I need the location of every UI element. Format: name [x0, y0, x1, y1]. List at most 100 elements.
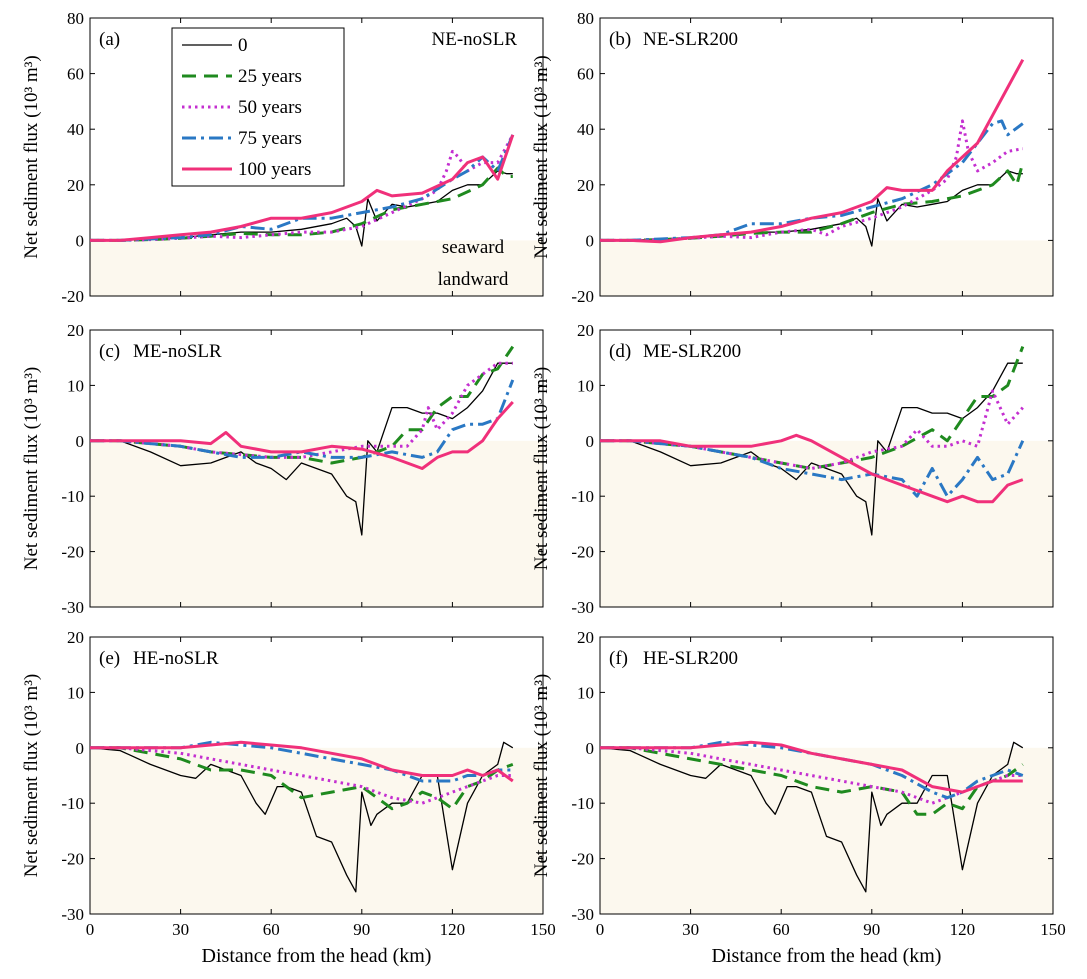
y-tick-label: 20	[577, 321, 594, 340]
x-tick-label: 120	[950, 920, 976, 939]
legend-box	[171, 27, 345, 187]
panel-title: ME-SLR200	[643, 341, 741, 362]
y-tick-label: -10	[61, 794, 84, 813]
chart-panel-5: 0 30 60 90 120 150 -30 -20 -10 0 10 20 (e) HE-noSLR Ne…	[21, 628, 556, 967]
y-tick-label: -20	[571, 543, 594, 562]
landward-region	[600, 240, 1053, 296]
y-tick-label: 40	[67, 120, 84, 139]
series-line-100-years	[90, 134, 515, 242]
series-line-25-years	[600, 162, 1025, 242]
series-line-75-years	[90, 134, 515, 242]
chart-panel-1: -20 0 20 40 60 80 (a) NE-noSLR Net sediment flux…	[21, 9, 544, 306]
chart-panel-6: 0 30 60 90 120 150 -30 -20 -10 0 10 20 (f) HE-SLR200 N…	[531, 628, 1066, 967]
landward-label: landward	[438, 269, 509, 290]
x-axis-label: Distance from the head (km)	[712, 945, 942, 967]
series-line-25-years	[90, 166, 513, 242]
x-tick-label: 120	[440, 920, 466, 939]
y-axis-label: Net sediment flux (10³ m³)	[21, 674, 42, 877]
y-axis-label: Net sediment flux (10³ m³)	[21, 55, 42, 258]
series-group	[600, 346, 1025, 536]
x-tick-label: 30	[172, 920, 189, 939]
y-tick-label: 20	[67, 176, 84, 195]
y-tick-label: 10	[67, 376, 84, 395]
y-tick-label: 20	[577, 176, 594, 195]
x-tick-label: 0	[86, 920, 95, 939]
legend-label: 75 years	[238, 128, 302, 149]
series-line-100-years	[600, 740, 1023, 794]
series-line-100-years	[90, 740, 514, 783]
legend-label: 0	[238, 35, 248, 56]
x-tick-label: 90	[353, 920, 370, 939]
y-tick-label: -30	[571, 598, 594, 617]
chart-panel-3: -30 -20 -10 0 10 20 (c) ME-noSLR Net sediment fl…	[21, 321, 544, 617]
panel-title: HE-SLR200	[643, 648, 738, 669]
legend-label: 100 years	[238, 159, 311, 180]
panel-tag: (e)	[99, 648, 120, 669]
x-tick-label: 30	[682, 920, 699, 939]
axes-frame	[89, 17, 544, 297]
y-tick-label: 10	[577, 376, 594, 395]
y-tick-label: -20	[61, 287, 84, 306]
y-tick-label: 80	[577, 9, 594, 28]
axes-frame	[599, 636, 1054, 915]
panel-tag: (b)	[609, 29, 631, 50]
y-tick-label: -20	[61, 850, 84, 869]
y-tick-label: 0	[586, 739, 595, 758]
series-group	[90, 345, 515, 536]
series-line-100-years	[600, 433, 1024, 504]
y-tick-label: -20	[571, 850, 594, 869]
landward-region	[90, 240, 543, 296]
y-axis-label: Net sediment flux (10³ m³)	[531, 55, 552, 258]
y-tick-label: 0	[76, 739, 85, 758]
y-tick-label: 40	[577, 120, 594, 139]
y-tick-label: -30	[571, 905, 594, 924]
y-tick-label: 10	[577, 683, 594, 702]
series-group	[90, 134, 515, 247]
series-group	[600, 58, 1025, 247]
x-tick-label: 60	[263, 920, 280, 939]
series-line-100-years	[90, 400, 514, 470]
series-line-50-years	[90, 361, 513, 459]
series-line-50-years	[600, 746, 1023, 805]
series-line-0	[600, 170, 1023, 247]
x-tick-label: 150	[1040, 920, 1066, 939]
axes-frame	[599, 17, 1054, 297]
series-line-0	[600, 362, 1023, 536]
series-line-0	[600, 741, 1024, 893]
y-axis-label: Net sediment flux (10³ m³)	[531, 367, 552, 570]
y-tick-label: 10	[67, 683, 84, 702]
y-tick-label: 20	[577, 628, 594, 647]
series-line-25-years	[90, 746, 514, 811]
series-line-0	[90, 362, 513, 536]
y-tick-label: -10	[571, 487, 594, 506]
y-tick-label: 0	[586, 231, 595, 250]
chart-panel-4: -30 -20 -10 0 10 20 (d) ME-SLR200 Net sediment f…	[531, 321, 1054, 617]
panel-title: ME-noSLR	[133, 341, 222, 362]
y-tick-label: 80	[67, 9, 84, 28]
panel-tag: (c)	[99, 341, 120, 362]
x-tick-label: 150	[530, 920, 556, 939]
series-group	[600, 740, 1024, 893]
axes-frame	[89, 329, 544, 608]
x-tick-label: 0	[596, 920, 605, 939]
axes-frame	[89, 636, 544, 915]
y-tick-label: -30	[61, 905, 84, 924]
series-line-75-years	[90, 379, 515, 459]
y-tick-label: 0	[76, 231, 85, 250]
panel-title: NE-noSLR	[432, 29, 518, 50]
panel-tag: (a)	[99, 29, 120, 50]
y-tick-label: 0	[586, 432, 595, 451]
legend-label: 25 years	[238, 66, 302, 87]
y-tick-label: -10	[61, 487, 84, 506]
landward-region	[600, 747, 1053, 914]
y-axis-label: Net sediment flux (10³ m³)	[531, 674, 552, 877]
y-tick-label: -30	[61, 598, 84, 617]
series-line-50-years	[600, 119, 1024, 242]
landward-region	[90, 440, 543, 607]
y-tick-label: 60	[577, 65, 594, 84]
panel-tag: (d)	[609, 341, 631, 362]
seaward-label: seaward	[442, 237, 505, 258]
y-tick-label: -20	[61, 543, 84, 562]
series-group	[90, 740, 514, 893]
